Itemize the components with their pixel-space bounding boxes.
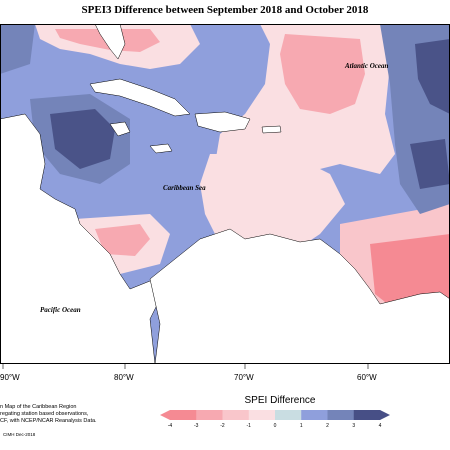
legend-ticks: -4 -3 -2 -1 0 1 2 3 4 — [168, 423, 382, 429]
credit-date: CIMH Dec-2018 — [3, 432, 36, 437]
credit-line-1: n Map of the Caribbean Region — [0, 404, 77, 410]
legend-tick-label: 0 — [274, 423, 277, 429]
legend-tick-label: 3 — [352, 423, 355, 429]
legend-swatch — [327, 410, 355, 420]
legend-tick-label: -4 — [168, 423, 173, 429]
legend-tick-label: 1 — [300, 423, 303, 429]
land-central-america — [0, 113, 161, 364]
land-south-america — [149, 228, 450, 364]
legend-swatch — [170, 410, 197, 420]
land-puerto-rico — [261, 125, 282, 134]
label-atlantic-ocean: Atlantic Ocean — [344, 62, 388, 70]
legend-title: SPEI Difference — [244, 395, 316, 406]
wet-region-west-caribbean-core — [50, 109, 115, 169]
legend-swatch — [222, 410, 250, 420]
legend-colorbar: -4 -3 -2 -1 0 1 2 3 4 — [160, 410, 390, 429]
spei-map: Atlantic Ocean Caribbean Sea Pacific Oce… — [0, 24, 450, 382]
land-jamaica — [149, 143, 173, 154]
land-florida — [94, 24, 126, 60]
credit-line-3: CF, with NCEP/NCAR Reanalysis Data. — [0, 418, 97, 424]
legend-swatch — [275, 410, 302, 420]
label-caribbean-sea: Caribbean Sea — [163, 184, 206, 192]
wet-region-east-core — [410, 139, 450, 189]
legend-arrow-left — [160, 410, 170, 420]
legend-swatch — [196, 410, 223, 420]
map-title: SPEI3 Difference between September 2018 … — [81, 4, 369, 16]
dry-region-east-caribbean — [200, 154, 345, 259]
wet-region-nw-corner — [0, 24, 35, 74]
legend-swatch — [301, 410, 328, 420]
legend-tick-label: -2 — [220, 423, 225, 429]
land-yucatan-island — [109, 121, 131, 137]
dry-region-central-atlantic-core — [280, 34, 365, 114]
credit-line-2: regating station based observations, — [0, 411, 89, 417]
lon-label-60w: 60°W — [357, 373, 377, 382]
land-cuba — [89, 78, 191, 117]
lon-label-90w: 90°W — [0, 373, 20, 382]
legend-arrow-right — [380, 410, 390, 420]
lon-label-70w: 70°W — [234, 373, 254, 382]
legend-swatch — [353, 410, 381, 420]
legend-tick-label: -1 — [247, 423, 252, 429]
legend-tick-label: -3 — [194, 423, 199, 429]
land-hispaniola — [194, 111, 251, 133]
label-pacific-ocean: Pacific Ocean — [40, 306, 81, 314]
lon-label-80w: 80°W — [114, 373, 134, 382]
wet-region-northeast-core — [415, 39, 450, 114]
legend-swatch — [248, 410, 276, 420]
legend-bar — [160, 410, 390, 420]
legend-tick-label: 2 — [326, 423, 329, 429]
legend-tick-label: 4 — [379, 423, 382, 429]
dry-region-colombia-core — [95, 224, 150, 256]
